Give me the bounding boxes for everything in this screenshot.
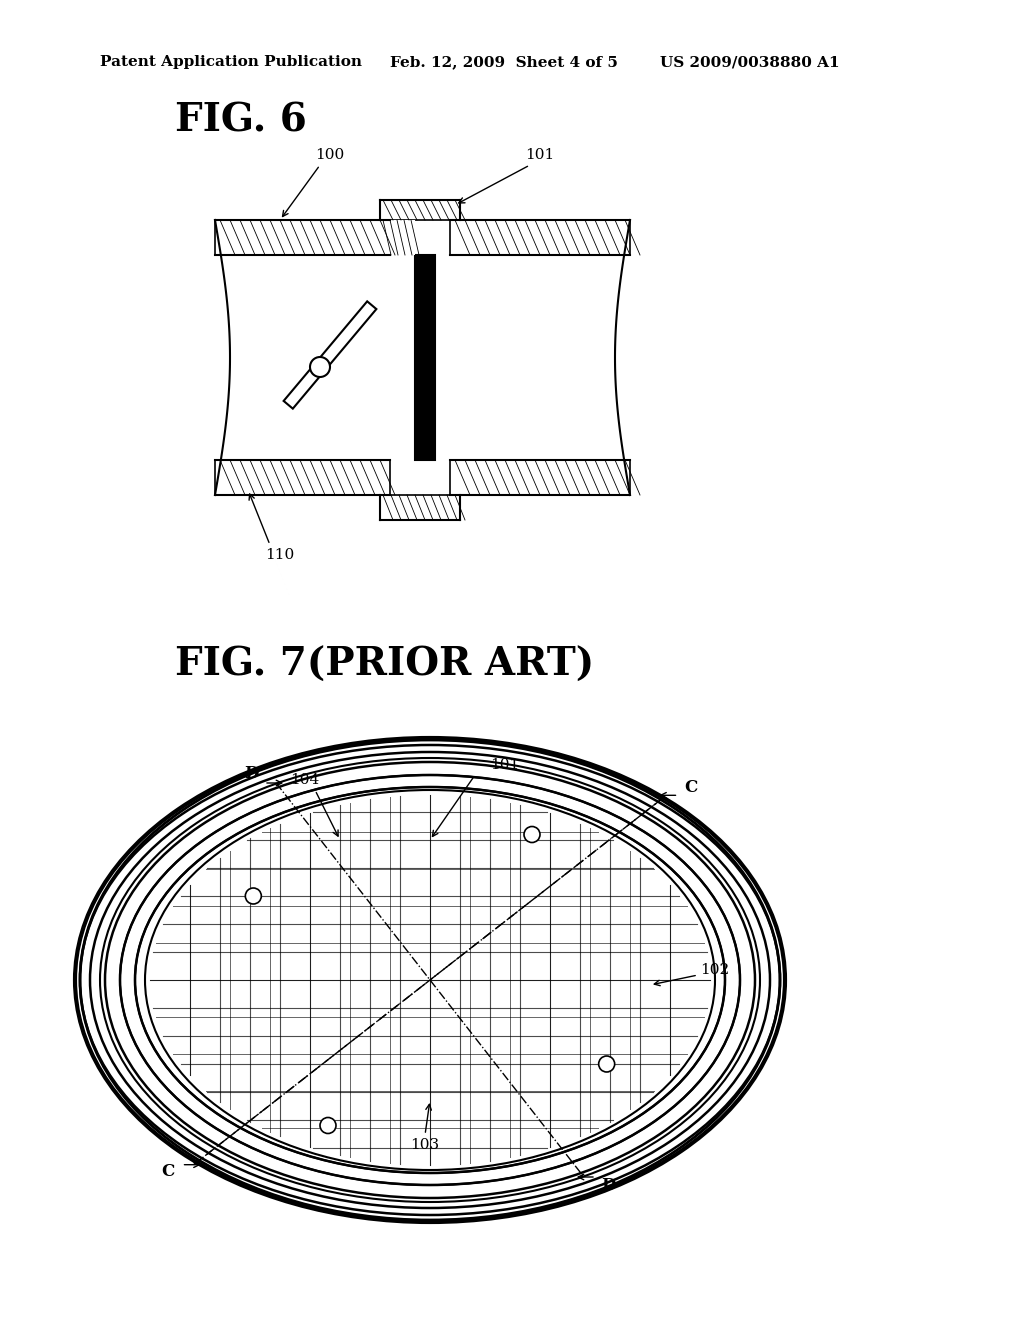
- Text: 104: 104: [290, 774, 319, 787]
- Bar: [380, 495, 460, 520]
- Bar: [215, 459, 390, 495]
- Text: US 2009/0038880 A1: US 2009/0038880 A1: [660, 55, 840, 69]
- Text: 101: 101: [490, 758, 519, 772]
- Text: C: C: [684, 779, 697, 796]
- Circle shape: [524, 826, 540, 842]
- Circle shape: [321, 1118, 336, 1134]
- Text: 102: 102: [700, 964, 729, 977]
- Text: C: C: [162, 1163, 175, 1180]
- Text: Patent Application Publication: Patent Application Publication: [100, 55, 362, 69]
- Ellipse shape: [145, 789, 715, 1170]
- Bar: [415, 255, 435, 459]
- Text: 100: 100: [315, 148, 345, 162]
- Bar: [450, 220, 630, 255]
- Text: FIG. 6: FIG. 6: [175, 102, 307, 139]
- Text: Feb. 12, 2009  Sheet 4 of 5: Feb. 12, 2009 Sheet 4 of 5: [390, 55, 617, 69]
- Text: 103: 103: [411, 1138, 439, 1152]
- Bar: [380, 201, 460, 220]
- Text: D: D: [244, 766, 258, 783]
- Bar: [215, 220, 390, 255]
- Circle shape: [310, 356, 330, 378]
- Text: FIG. 7(PRIOR ART): FIG. 7(PRIOR ART): [175, 645, 594, 684]
- Ellipse shape: [75, 738, 785, 1222]
- Circle shape: [599, 1056, 614, 1072]
- Circle shape: [246, 888, 261, 904]
- Bar: [380, 220, 415, 255]
- Text: 101: 101: [525, 148, 555, 162]
- Polygon shape: [284, 301, 377, 409]
- Bar: [450, 459, 630, 495]
- Text: 110: 110: [265, 548, 295, 562]
- Text: D: D: [601, 1176, 615, 1193]
